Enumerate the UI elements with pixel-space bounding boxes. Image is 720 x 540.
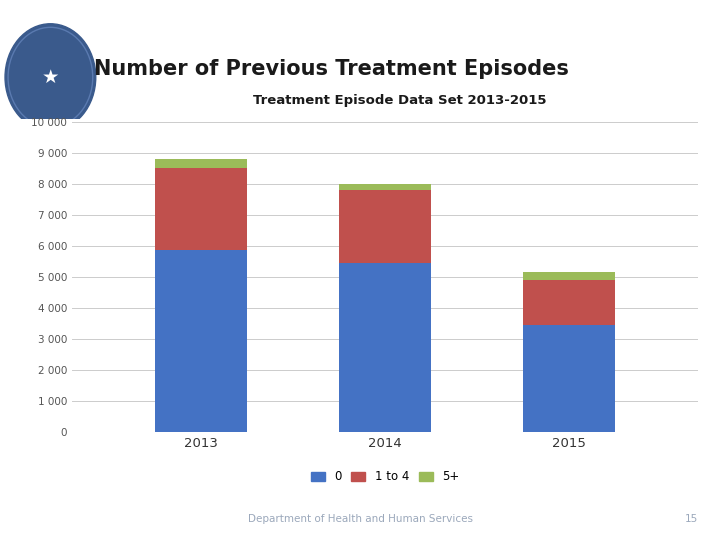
Text: Number of Previous Treatment Episodes: Number of Previous Treatment Episodes xyxy=(94,59,569,79)
Bar xyxy=(523,272,616,280)
Bar xyxy=(155,251,247,432)
Bar xyxy=(523,325,616,432)
Bar xyxy=(339,190,431,263)
Bar xyxy=(155,168,247,251)
Legend: 0, 1 to 4, 5+: 0, 1 to 4, 5+ xyxy=(306,466,464,488)
Text: 15: 15 xyxy=(685,514,698,524)
Text: Treatment Episode Data Set 2013-2015: Treatment Episode Data Set 2013-2015 xyxy=(253,94,546,107)
Text: ★: ★ xyxy=(42,68,59,87)
Circle shape xyxy=(5,24,96,131)
Bar xyxy=(339,263,431,432)
Bar xyxy=(339,184,431,190)
Text: Department of Health and Human Services: Department of Health and Human Services xyxy=(248,514,472,524)
Bar xyxy=(155,159,247,168)
Bar xyxy=(523,280,616,325)
